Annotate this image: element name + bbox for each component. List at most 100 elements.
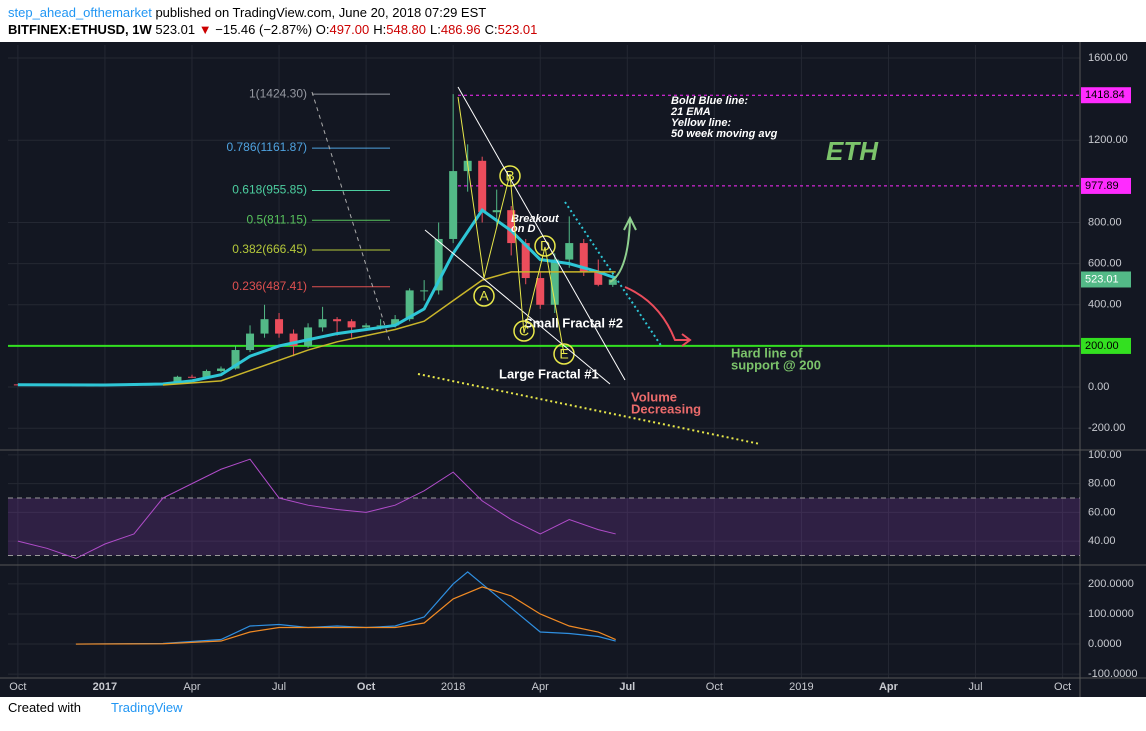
candle-body <box>217 368 226 372</box>
point-marker <box>513 320 535 342</box>
drawings <box>311 86 761 445</box>
y-tick-label: 1200.00 <box>1088 134 1128 146</box>
brand: TradingView <box>110 700 183 715</box>
x-tick-label: Jul <box>968 681 982 693</box>
macd-line <box>75 571 616 645</box>
y-tick-label: 200.0000 <box>1088 578 1134 590</box>
fib-label: 0.618(955.85) <box>232 183 307 197</box>
candle-body <box>449 171 458 239</box>
arrow: ▼ <box>198 22 212 37</box>
candle-body <box>492 210 501 213</box>
ma-line <box>17 208 617 387</box>
x-tick-label: Apr <box>183 681 200 693</box>
ohlc-value: 548.80 <box>386 22 426 37</box>
y-tick-label: -100.0000 <box>1088 668 1138 680</box>
price-tag <box>1081 177 1131 194</box>
ohlc-value: 497.00 <box>329 22 370 37</box>
y-tick-label: 1600.00 <box>1088 52 1128 64</box>
candle-body <box>246 333 255 351</box>
x-tick-label: Jul <box>619 681 635 693</box>
annotation: Breakout <box>511 213 560 225</box>
annotation: 50 week moving avg <box>671 128 778 140</box>
point-marker <box>534 235 556 257</box>
annotation: Large Fractal #1 <box>499 366 599 381</box>
x-tick-label: 2018 <box>441 681 465 693</box>
y-tick-label: 0.00 <box>1088 381 1109 393</box>
rsi-band <box>8 498 1080 556</box>
fib-label: 0.786(1161.87) <box>226 140 307 154</box>
last-price-tag <box>1081 271 1131 288</box>
candle-body <box>391 319 400 326</box>
annotation: Hard line of <box>731 345 803 360</box>
y-tick-label: 0.0000 <box>1088 638 1122 650</box>
candle-body <box>507 210 516 244</box>
candle-body <box>420 290 429 292</box>
candle-body <box>594 271 603 285</box>
point-label: D <box>540 238 550 254</box>
candle-body <box>579 243 588 272</box>
author: step_ahead_ofthemarket <box>8 5 152 20</box>
ohlc-value: 523.01 <box>497 22 538 37</box>
price-tag-label: 977.89 <box>1085 180 1119 192</box>
candle-body <box>187 376 196 378</box>
fib-label: 1(1424.30) <box>249 86 307 100</box>
ohlc-label: C: <box>484 22 498 37</box>
candle-body <box>550 259 559 305</box>
candle-body <box>405 290 414 320</box>
x-tick-label: 2017 <box>93 681 117 693</box>
change: −15.46 (−2.87%) <box>215 22 313 37</box>
last: 523.01 <box>155 22 196 37</box>
candle-body <box>173 376 182 384</box>
price-tag-label: 200.00 <box>1085 340 1119 352</box>
candle-body <box>289 333 298 346</box>
x-tick-label: Oct <box>357 681 376 693</box>
price-tag <box>1081 87 1131 104</box>
candle-body <box>318 319 327 328</box>
ohlc-label: H: <box>373 22 387 37</box>
ohlc-label: L: <box>430 22 441 37</box>
candle-body <box>231 350 240 369</box>
x-tick-label: Oct <box>9 681 26 693</box>
y-tick-label: 100.00 <box>1088 449 1122 461</box>
header: step_ahead_ofthemarket published on Trad… <box>0 0 1146 42</box>
annotation: Bold Blue line: <box>671 95 748 107</box>
y-tick-label: 600.00 <box>1088 258 1122 270</box>
x-tick-label: Apr <box>879 681 899 693</box>
fib-label: 0.382(666.45) <box>232 242 307 256</box>
y-tick-label: -200.00 <box>1088 422 1125 434</box>
candle-body <box>536 278 545 305</box>
fib-label: 0.236(487.41) <box>232 279 307 293</box>
x-tick-label: Oct <box>706 681 723 693</box>
candle-body <box>202 371 211 378</box>
published: published on TradingView.com, June 20, 2… <box>155 5 487 20</box>
title-line: step_ahead_ofthemarket published on Trad… <box>8 4 1138 21</box>
point-marker <box>499 165 521 187</box>
y-tick-label: 40.00 <box>1088 535 1116 547</box>
ohlc: O:497.00 H:548.80 L:486.96 C:523.01 <box>316 22 542 37</box>
x-tick-label: Jul <box>272 681 286 693</box>
ohlc-value: 486.96 <box>440 22 481 37</box>
y-tick-label: 400.00 <box>1088 299 1122 311</box>
annotation: ETH <box>826 136 879 166</box>
candle-body <box>478 160 487 213</box>
fib-label: 0.5(811.15) <box>247 212 308 226</box>
candle-body <box>304 327 313 346</box>
ma-line <box>162 271 616 386</box>
annotation: 21 EMA <box>670 106 711 118</box>
point-label: A <box>479 288 489 304</box>
annotation: Small Fractal #2 <box>524 315 623 330</box>
x-tick-label: 2019 <box>789 681 813 693</box>
x-tick-label: Oct <box>1054 681 1071 693</box>
rsi-line <box>17 458 616 559</box>
y-tick-label: 80.00 <box>1088 478 1116 490</box>
chart: Oct 2017 Apr Jul Oct 2018 Apr Jul Oct 2019 Apr Jul O… <box>0 42 1146 697</box>
created: Created with <box>8 700 81 715</box>
annotation: Yellow line: <box>671 117 731 129</box>
annotation: support @ 200 <box>731 357 821 372</box>
background <box>0 42 1146 697</box>
annotation: Decreasing <box>631 401 701 416</box>
annotation: Volume <box>631 389 677 404</box>
candle-body <box>260 319 269 334</box>
annotation: on D <box>511 223 535 235</box>
